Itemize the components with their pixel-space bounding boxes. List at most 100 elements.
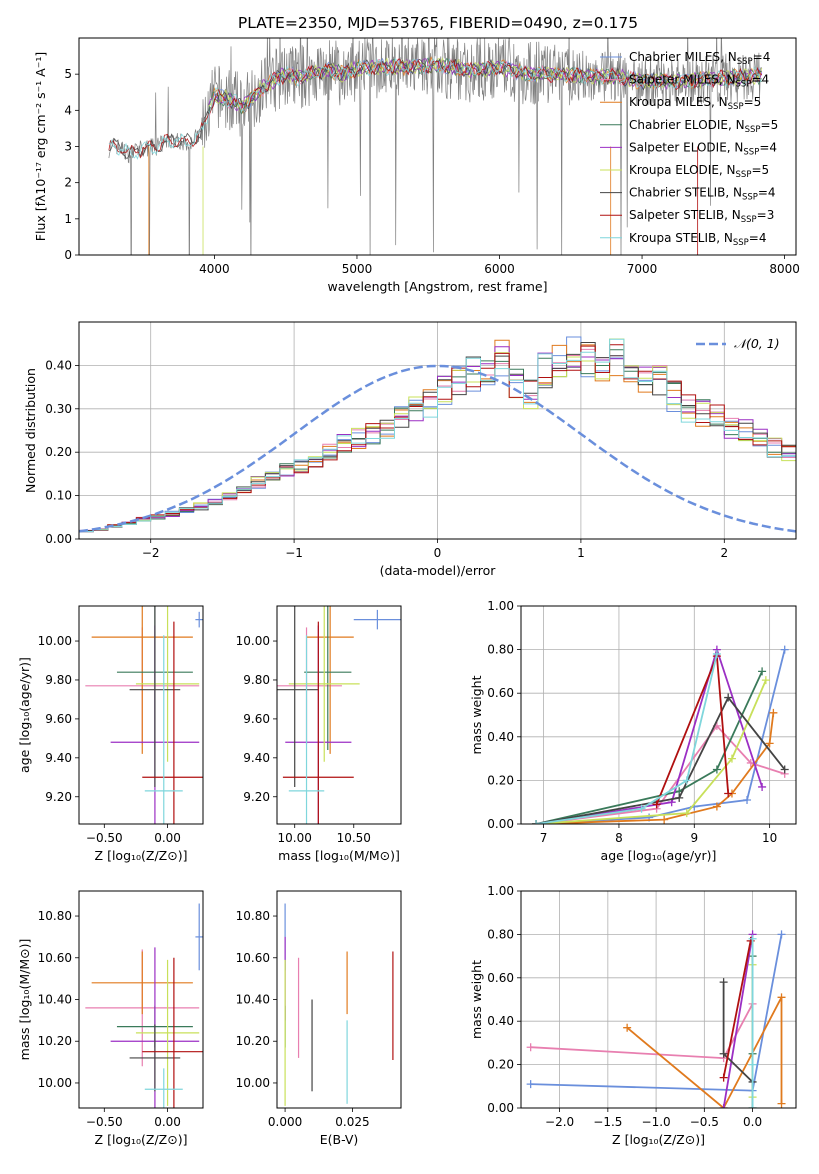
x-tick-label: −2.0 <box>545 1115 574 1129</box>
mass_vs_EBV-plot <box>284 903 394 1106</box>
x-tick-label: −1.0 <box>642 1115 671 1129</box>
x-axis-label: wavelength [Angstrom, rest frame] <box>327 279 547 294</box>
x-axis-label: Z [log₁₀(Z/Z⊙)] <box>95 848 188 863</box>
y-tick-label: 9.20 <box>243 790 270 804</box>
figure-title: PLATE=2350, MJD=53765, FIBERID=0490, z=0… <box>238 14 638 32</box>
y-tick-label: 0.40 <box>487 730 514 744</box>
y-tick-label: 0.00 <box>45 532 72 546</box>
x-tick-label: 2 <box>720 546 728 560</box>
x-tick-label: 0 <box>434 546 442 560</box>
age_vs_mass-frame <box>276 605 402 825</box>
legend-label: Kroupa STELIB, NSSP=4 <box>629 231 767 248</box>
legend-label: Salpeter STELIB, NSSP=3 <box>629 208 774 225</box>
weight-series-line <box>722 940 752 1078</box>
legend-label: Salpeter ELODIE, NSSP=4 <box>629 140 777 157</box>
y-tick-label: 9.40 <box>243 751 270 765</box>
mass_vs_EBV-frame <box>276 890 402 1109</box>
legend-label: Salpeter MILES, NSSP=4 <box>629 73 769 90</box>
age_weight-plot <box>532 645 789 824</box>
y-tick-label: 0.60 <box>487 971 514 985</box>
weight-point-marker <box>727 754 736 763</box>
weight-point-marker <box>758 667 767 676</box>
legend-label: Kroupa MILES, NSSP=5 <box>629 95 761 112</box>
y-tick-label: 10.60 <box>236 951 270 965</box>
weight-point-marker <box>652 800 661 809</box>
x-axis-label: E(B-V) <box>320 1132 359 1147</box>
weight-point-marker <box>724 693 733 702</box>
weight-point-marker <box>719 1049 728 1058</box>
y-tick-label: 10.20 <box>236 1034 270 1048</box>
x-tick-label: 8 <box>615 831 623 845</box>
x-tick-label: 0.000 <box>268 1115 302 1129</box>
y-tick-label: 3 <box>64 140 72 154</box>
weight-point-marker <box>748 1060 757 1069</box>
y-tick-label: 5 <box>64 67 72 81</box>
spectrum-frame <box>78 37 797 256</box>
weight-point-marker <box>748 934 757 943</box>
y-tick-label: 0.10 <box>45 489 72 503</box>
weight-point-marker <box>712 802 721 811</box>
x-tick-label: 0.025 <box>335 1115 369 1129</box>
weight-point-marker <box>675 793 684 802</box>
spectrum-plot <box>108 38 763 255</box>
weight-point-marker <box>780 645 789 654</box>
weight-series-line <box>536 679 767 824</box>
y-tick-label: 2 <box>64 176 72 190</box>
x-tick-label: 10.00 <box>278 831 312 845</box>
y-tick-label: 10.40 <box>38 993 72 1007</box>
weight-point-marker <box>765 739 774 748</box>
x-tick-label: 10.50 <box>337 831 371 845</box>
y-tick-label: 1 <box>64 212 72 226</box>
y-axis-label: age [log₁₀(age/yr)] <box>17 657 32 773</box>
weight-point-marker <box>526 1043 535 1052</box>
mass_vs_Z-frame <box>78 890 204 1109</box>
x-tick-label: 6000 <box>484 262 515 276</box>
weight-point-marker <box>682 809 691 818</box>
x-axis-label: Z [log₁₀(Z/Z⊙)] <box>612 1132 705 1147</box>
age_vs_mass-axes: 10.00 10.50 9.20 9.40 9.60 9.80 10.00 mass [log… <box>236 634 400 863</box>
x-axis-label: (data-model)/error <box>380 563 497 578</box>
weight-point-marker <box>637 804 646 813</box>
weight-point-marker <box>712 649 721 658</box>
y-tick-label: 10.80 <box>38 909 72 923</box>
x-tick-label: −1.5 <box>593 1115 622 1129</box>
weight-point-marker <box>526 1080 535 1089</box>
y-tick-label: 0.20 <box>487 773 514 787</box>
weight-point-marker <box>777 993 786 1002</box>
weight-series-line <box>535 695 786 824</box>
y-tick-label: 0.40 <box>45 358 72 372</box>
y-axis-label: Flux [fλ10⁻¹⁷ erg cm⁻² s⁻¹ A⁻¹] <box>33 52 48 241</box>
histogram-step-8 <box>79 338 796 539</box>
y-tick-label: 0.00 <box>487 1101 514 1115</box>
spectrum-legend: Chabrier MILES, NSSP=4 Salpeter MILES, NS… <box>600 50 778 248</box>
y-axis-label: Normed distribution <box>23 368 38 493</box>
residuals-axes: −2 −1 0 1 2 0.00 0.10 0.20 0.30 0.40 (data-model)/… <box>23 322 796 578</box>
spectrum-model-line <box>108 58 763 159</box>
x-tick-label: 1 <box>577 546 585 560</box>
mass_vs_EBV-axes: 0.000 0.025 10.00 10.20 10.40 10.60 10.80 E(B-V… <box>236 909 370 1147</box>
y-tick-label: 1.00 <box>487 599 514 613</box>
x-tick-label: 0.0 <box>743 1115 762 1129</box>
y-tick-label: 0.20 <box>45 445 72 459</box>
y-tick-label: 10.00 <box>38 634 72 648</box>
weight-point-marker <box>769 708 778 717</box>
y-tick-label: 0.80 <box>487 927 514 941</box>
y-tick-label: 0.00 <box>487 817 514 831</box>
y-tick-label: 9.20 <box>45 790 72 804</box>
spectrum-model-line <box>108 57 763 160</box>
y-tick-label: 10.60 <box>38 951 72 965</box>
weight-series-line <box>536 712 775 824</box>
y-tick-label: 4 <box>64 103 72 117</box>
spectrum-axes: 4000 5000 6000 7000 8000 0 1 2 3 4 5 wavelength [An… <box>33 52 800 294</box>
x-tick-label: 4000 <box>199 262 230 276</box>
y-tick-label: 9.60 <box>243 712 270 726</box>
x-tick-label: 10 <box>762 831 777 845</box>
y-tick-label: 9.80 <box>45 673 72 687</box>
y-tick-label: 0 <box>64 248 72 262</box>
x-axis-label: mass [log₁₀(M/M⊙)] <box>278 848 400 863</box>
x-tick-label: 7 <box>540 831 548 845</box>
y-tick-label: 0.40 <box>487 1014 514 1028</box>
x-axis-label: Z [log₁₀(Z/Z⊙)] <box>95 1132 188 1147</box>
histogram-legend: 𝒩(0, 1) <box>696 336 780 351</box>
